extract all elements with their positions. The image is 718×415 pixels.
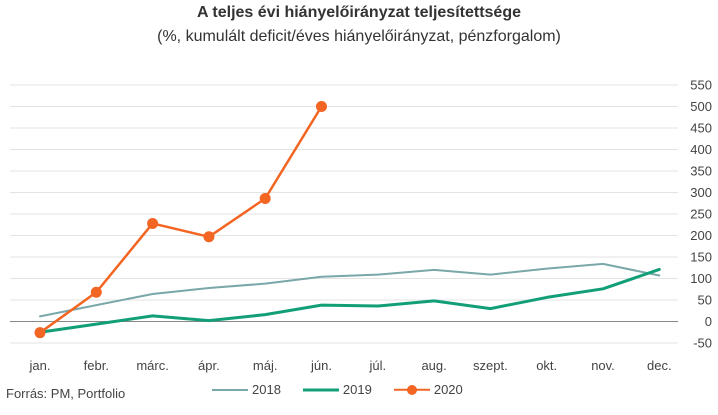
legend: 2018 2019 2020 [212, 382, 485, 397]
legend-item-2018: 2018 [212, 382, 281, 397]
legend-label: 2018 [252, 382, 281, 397]
x-tick-label: jún. [310, 358, 332, 373]
y-tick-label: 450 [690, 121, 712, 136]
y-tick-label: 0 [705, 314, 712, 329]
y-tick-label: 400 [690, 142, 712, 157]
x-tick-label: márc. [136, 358, 169, 373]
x-tick-label: ápr. [198, 358, 220, 373]
data-point [203, 231, 215, 243]
x-tick-label: aug. [421, 358, 446, 373]
legend-swatch [212, 383, 248, 397]
legend-swatch [302, 383, 339, 397]
x-tick-label: nov. [591, 358, 615, 373]
series-line-2020 [38, 105, 323, 334]
x-tick-label: dec. [647, 358, 672, 373]
y-tick-label: 500 [690, 99, 712, 114]
chart-title: A teljes évi hiányelőirányzat teljesítet… [197, 4, 521, 21]
y-tick-label: 100 [690, 271, 712, 286]
series-2019 [38, 267, 661, 334]
y-tick-label: 50 [698, 293, 712, 308]
legend-line [302, 388, 339, 391]
x-tick-label: szept. [473, 358, 508, 373]
axes: -50 0 50 100 150 200 250 300 350 400 450 500 550 jan.… [29, 78, 712, 374]
y-tick-label: 200 [690, 228, 712, 243]
y-tick-label: 250 [690, 207, 712, 222]
series [34, 101, 661, 339]
data-point [259, 193, 271, 205]
series-2020 [34, 101, 327, 339]
y-tick-label: 150 [690, 250, 712, 265]
series-line-2018 [39, 262, 661, 318]
legend-label: 2019 [342, 382, 372, 397]
legend-label: 2020 [433, 382, 463, 397]
chart-subtitle: (%, kumulált deficit/éves hiányelőirányz… [157, 28, 561, 45]
y-tick-label: 300 [690, 185, 712, 200]
source-note: Forrás: PM, Portfolio [6, 386, 126, 401]
x-tick-label: júl. [368, 358, 386, 373]
x-tick-label: febr. [84, 358, 109, 373]
data-point [316, 101, 327, 112]
x-tick-label: okt. [536, 358, 557, 373]
x-tick-label: jan. [29, 358, 51, 373]
series-2018 [39, 262, 661, 318]
x-tick-label: máj. [253, 358, 278, 373]
data-point [90, 286, 102, 298]
y-tick-label: 550 [690, 78, 712, 93]
y-tick-label: -50 [693, 336, 712, 351]
legend-line [212, 388, 248, 391]
series-line-2019 [38, 267, 661, 334]
data-point [34, 327, 46, 339]
legend-item-2019: 2019 [302, 382, 372, 397]
legend-item-2020: 2020 [393, 382, 463, 397]
data-point [147, 217, 159, 229]
y-tick-label: 350 [690, 164, 712, 179]
legend-marker [406, 384, 417, 395]
legend-swatch [393, 383, 430, 397]
